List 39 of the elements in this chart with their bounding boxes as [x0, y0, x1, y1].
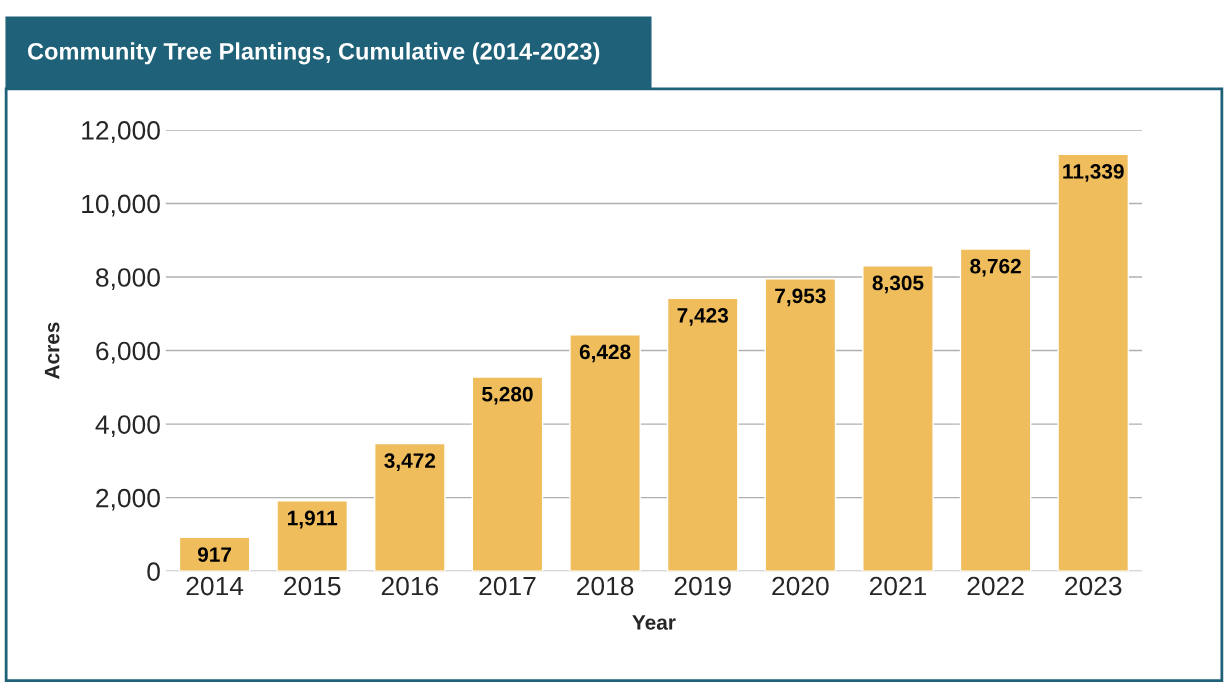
bar — [276, 500, 349, 572]
y-tick-label: 12,000 — [82, 121, 160, 143]
y-tick-label: 8,000 — [96, 268, 160, 290]
bar — [374, 442, 446, 572]
x-tick-label: 2016 — [381, 576, 439, 596]
data-label: 3,472 — [384, 453, 436, 472]
bar — [959, 248, 1032, 572]
bar — [569, 334, 641, 572]
data-label: 917 — [197, 547, 232, 562]
y-tick-label: 6,000 — [96, 341, 160, 364]
data-label: 7,953 — [775, 288, 826, 307]
x-axis-title: Year — [632, 615, 676, 630]
bar — [1057, 153, 1130, 572]
x-tick-label: 2021 — [869, 576, 927, 596]
y-tick-label: 4,000 — [95, 415, 160, 438]
x-tick-label: 2023 — [1065, 576, 1122, 596]
bar — [764, 278, 837, 572]
bar — [862, 265, 934, 572]
bar — [666, 297, 739, 572]
data-label: 5,280 — [482, 386, 533, 405]
data-label: 8,762 — [970, 258, 1021, 277]
y-axis-title: Acres — [44, 322, 60, 379]
y-tick-label: 2,000 — [96, 488, 160, 511]
x-tick-label: 2020 — [772, 576, 829, 596]
x-tick-label: 2022 — [967, 576, 1024, 596]
x-tick-label: 2014 — [186, 576, 244, 596]
x-tick-label: 2015 — [284, 576, 341, 596]
x-tick-label: 2018 — [577, 576, 634, 596]
data-label: 11,339 — [1063, 164, 1124, 182]
y-tick-label: 10,000 — [82, 194, 160, 217]
data-label: 8,305 — [872, 275, 924, 294]
x-tick-label: 2019 — [674, 576, 731, 596]
data-label: 1,911 — [288, 510, 338, 529]
chart-title: Community Tree Plantings, Cumulative (2014-2023) — [27, 42, 600, 65]
data-label: 7,423 — [677, 307, 729, 326]
x-tick-label: 2017 — [479, 576, 536, 596]
data-label: 6,428 — [579, 344, 631, 363]
y-tick-label: 0 — [147, 562, 160, 581]
bar — [471, 376, 544, 572]
